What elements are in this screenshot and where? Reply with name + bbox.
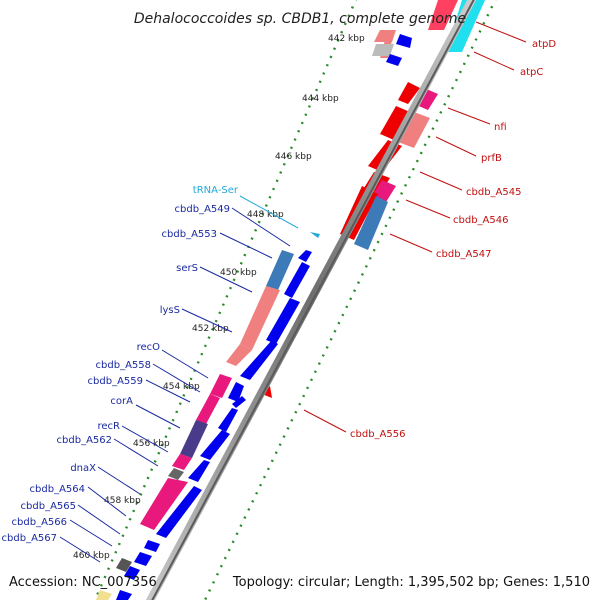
gene-cbdb-A549[interactable] — [298, 250, 312, 262]
gene-dnaX-a[interactable] — [172, 454, 192, 470]
gene-label-prfB[interactable]: prfB — [481, 153, 502, 164]
gene-label-cbdb-A567[interactable]: cbdb_A567 — [2, 533, 57, 544]
genome-title: Dehalococcoides sp. CBDB1, complete geno… — [134, 11, 466, 27]
gene-label-recR[interactable]: recR — [98, 421, 121, 432]
gene-label-cbdb-A547[interactable]: cbdb_A547 — [436, 249, 491, 260]
gene-label-serS[interactable]: serS — [176, 263, 198, 274]
gene-cbdb-A547[interactable] — [354, 196, 388, 250]
gene-label-cbdb-A553[interactable]: cbdb_A553 — [162, 229, 217, 240]
tick-label: 456 kbp — [133, 439, 170, 449]
gene-label-cbdb-A545[interactable]: cbdb_A545 — [466, 187, 521, 198]
left-gene-labels: tRNA-Ser cbdb_A549 cbdb_A553 serS lysS r… — [2, 185, 239, 544]
gene-fwd-5[interactable] — [284, 262, 310, 298]
gene-cbdb-A567[interactable] — [116, 558, 132, 572]
tick-label: 446 kbp — [275, 152, 312, 162]
gene-label-atpC[interactable]: atpC — [520, 67, 543, 78]
forward-strand-genes — [96, 30, 412, 600]
gene-atpD[interactable] — [428, 0, 458, 30]
gene-cbdb-A565[interactable] — [156, 486, 202, 538]
tick-label: 454 kbp — [163, 382, 200, 392]
gene-bottom-2[interactable] — [116, 590, 132, 600]
gene-rev-1[interactable] — [380, 106, 410, 140]
gene-cbdb-A546[interactable] — [372, 180, 396, 202]
gene-fwd-top-2[interactable] — [372, 44, 394, 56]
gene-tRNA-Ser[interactable] — [310, 232, 320, 238]
gene-fwd-6[interactable] — [266, 298, 300, 344]
tick-label: 458 kbp — [104, 496, 141, 506]
gene-label-cbdb-A558[interactable]: cbdb_A558 — [96, 360, 151, 371]
gene-serS[interactable] — [240, 286, 280, 350]
gene-cbdb-A567-a[interactable] — [134, 552, 152, 566]
reverse-strand-genes — [262, 0, 485, 398]
tick-label: 450 kbp — [220, 268, 257, 278]
gene-cbdb-A562[interactable] — [200, 430, 230, 460]
gene-cbdb-A553[interactable] — [266, 250, 294, 290]
gene-label-cbdb-A556[interactable]: cbdb_A556 — [350, 429, 405, 440]
gene-fwd-8[interactable] — [218, 408, 238, 432]
gene-fwd-top-1[interactable] — [374, 30, 396, 42]
gene-prfB[interactable] — [398, 112, 430, 148]
gene-dnaX-b[interactable] — [168, 468, 184, 480]
gene-recR[interactable] — [180, 420, 208, 458]
tick-label: 444 kbp — [302, 94, 339, 104]
gene-label-recO[interactable]: recO — [137, 342, 161, 353]
left-label-connectors — [59, 195, 299, 563]
genome-backbone-core — [151, 0, 475, 600]
gene-fwd-10[interactable] — [124, 566, 140, 580]
tick-label: 460 kbp — [73, 551, 110, 561]
gene-fwd-top-4[interactable] — [386, 54, 402, 66]
gene-label-nfi[interactable]: nfi — [494, 122, 507, 133]
gene-label-cbdb-A549[interactable]: cbdb_A549 — [175, 204, 230, 215]
tick-label: 442 kbp — [328, 34, 365, 44]
accession-text: Accession: NC_007356 — [9, 575, 157, 590]
genome-backbone — [145, 0, 477, 600]
topology-text: Topology: circular; Length: 1,395,502 bp… — [232, 575, 590, 590]
tick-label: 452 kbp — [192, 324, 229, 334]
gene-label-corA[interactable]: corA — [110, 396, 133, 407]
right-label-connectors — [303, 21, 527, 433]
gene-fwd-9[interactable] — [188, 460, 210, 482]
gene-cbdb-A564[interactable] — [140, 478, 188, 530]
gene-label-dnaX[interactable]: dnaX — [70, 463, 96, 474]
tick-label: 448 kbp — [247, 210, 284, 220]
gene-label-cbdb-A564[interactable]: cbdb_A564 — [30, 484, 85, 495]
tick-labels: 442 kbp 444 kbp 446 kbp 448 kbp 450 kbp … — [73, 34, 365, 561]
gene-cbdb-A558[interactable] — [228, 382, 244, 402]
gene-label-lysS[interactable]: lysS — [160, 305, 180, 316]
gene-nfi-a[interactable] — [398, 82, 420, 104]
gene-lysS[interactable] — [226, 344, 252, 366]
gene-label-cbdb-A559[interactable]: cbdb_A559 — [88, 376, 143, 387]
gene-cbdb-A559[interactable] — [232, 396, 246, 408]
gene-fwd-7[interactable] — [240, 340, 278, 380]
gene-bottom-1[interactable] — [96, 590, 112, 600]
outer-guide-line — [203, 0, 497, 600]
gene-label-tRNA-Ser[interactable]: tRNA-Ser — [193, 185, 239, 196]
gene-label-cbdb-A546[interactable]: cbdb_A546 — [453, 215, 508, 226]
gene-corA[interactable] — [196, 394, 220, 424]
inner-guide-line — [93, 0, 357, 600]
gene-recO[interactable] — [210, 374, 232, 398]
gene-atpC[interactable] — [446, 0, 485, 52]
right-gene-labels: atpD atpC nfi prfB cbdb_A545 cbdb_A546 c… — [350, 39, 556, 440]
gene-label-cbdb-A566[interactable]: cbdb_A566 — [12, 517, 67, 528]
gene-label-atpD[interactable]: atpD — [532, 39, 556, 50]
gene-cbdb-A566[interactable] — [144, 540, 160, 552]
gene-label-cbdb-A562[interactable]: cbdb_A562 — [57, 435, 112, 446]
gene-label-cbdb-A565[interactable]: cbdb_A565 — [21, 501, 76, 512]
gene-fwd-top-3[interactable] — [396, 34, 412, 48]
